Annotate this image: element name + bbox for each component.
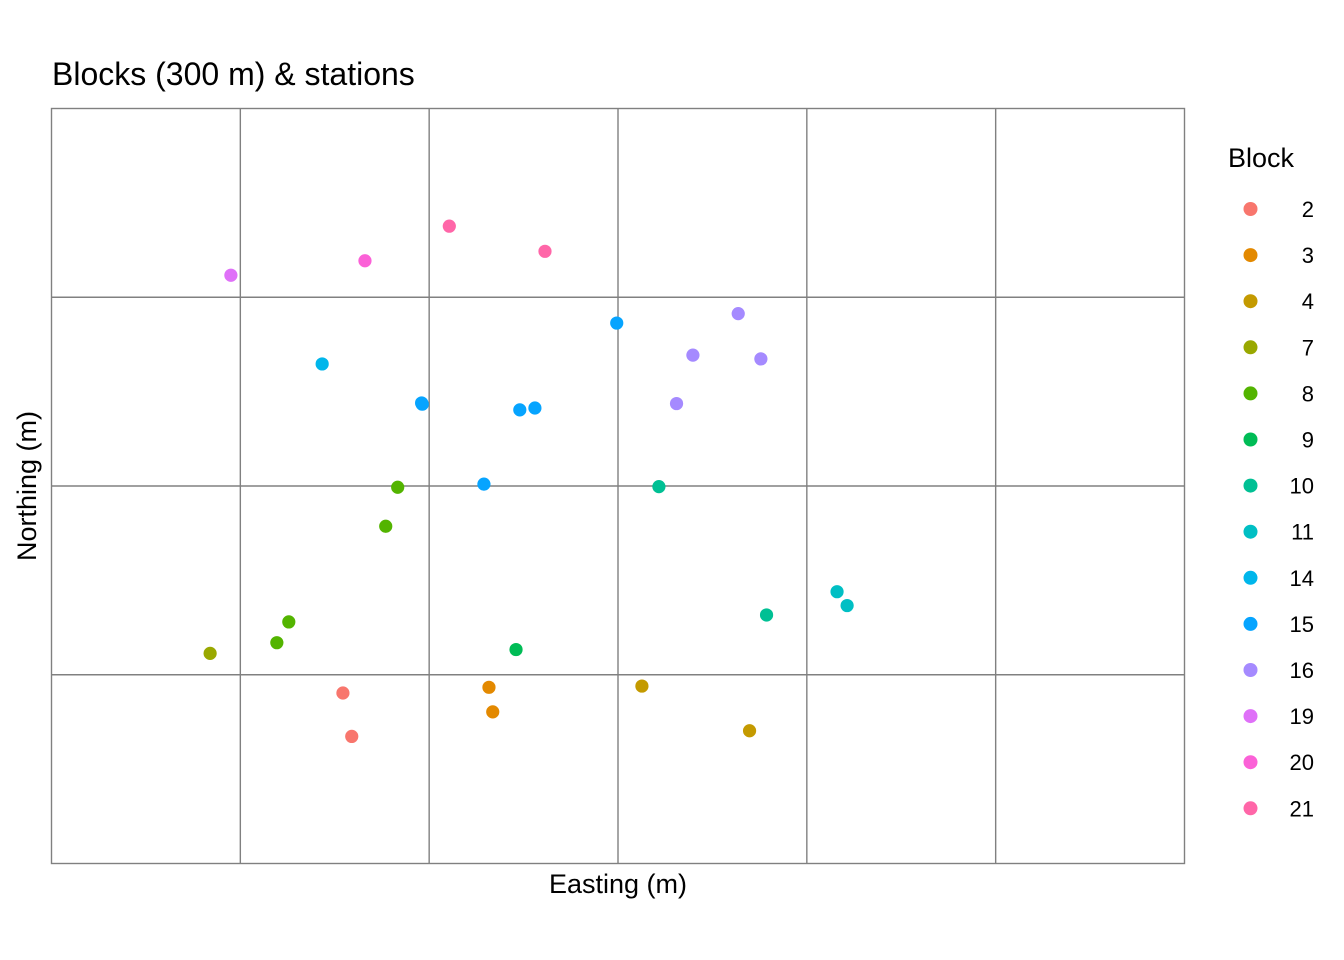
- chart-title: Blocks (300 m) & stations: [52, 56, 415, 92]
- legend-items: 2 3 4 7 8 9 10 11 14 15 16 19 20 21: [1243, 197, 1314, 821]
- point-block-15-3: [513, 403, 527, 417]
- point-block-15-6: [610, 316, 624, 330]
- legend-key-block-3: [1243, 248, 1258, 263]
- point-block-16-4: [731, 307, 745, 321]
- legend-key-block-21: [1243, 801, 1258, 816]
- legend-key-block-19: [1243, 709, 1258, 724]
- point-block-4-1: [635, 679, 649, 693]
- legend-key-block-14: [1243, 570, 1258, 585]
- panel-border: [50, 107, 1186, 865]
- legend-label-block-10: 10: [1290, 474, 1314, 499]
- point-block-4-2: [742, 724, 757, 738]
- point-block-15-5: [477, 477, 491, 491]
- legend-label-block-19: 19: [1290, 704, 1314, 729]
- legend-key-block-20: [1243, 755, 1258, 770]
- legend-label-block-16: 16: [1290, 658, 1314, 683]
- legend-key-block-9: [1243, 432, 1258, 447]
- point-block-2-2: [345, 729, 359, 744]
- legend-label-block-8: 8: [1302, 381, 1314, 406]
- legend-key-block-15: [1243, 616, 1258, 631]
- legend-label-block-7: 7: [1302, 335, 1314, 360]
- point-block-15-2: [415, 397, 429, 411]
- point-block-2-1: [336, 686, 350, 700]
- point-block-10-2: [759, 608, 774, 622]
- legend-label-block-20: 20: [1290, 750, 1314, 775]
- legend-key-block-7: [1243, 340, 1258, 355]
- grid-lines: [51, 108, 1185, 864]
- legend-label-block-14: 14: [1290, 566, 1314, 591]
- point-block-16-2: [754, 352, 768, 366]
- point-block-16-1: [686, 348, 700, 362]
- point-block-7-1: [203, 646, 217, 660]
- legend-label-block-11: 11: [1291, 520, 1314, 545]
- legend-title: Block: [1228, 143, 1295, 173]
- point-block-19-1: [224, 268, 238, 282]
- point-block-3-1: [482, 680, 496, 694]
- point-block-15-4: [528, 401, 542, 415]
- point-block-14-1: [315, 357, 329, 371]
- legend-key-block-4: [1243, 294, 1258, 309]
- data-points: [203, 219, 854, 744]
- legend-key-block-16: [1243, 663, 1258, 677]
- legend-key-block-8: [1243, 386, 1258, 401]
- plot-panel: [50, 107, 1186, 865]
- point-block-10-1: [652, 480, 666, 494]
- legend-key-block-2: [1243, 202, 1258, 216]
- point-block-21-1: [442, 219, 456, 233]
- legend-label-block-9: 9: [1302, 428, 1314, 453]
- point-block-21-2: [538, 244, 552, 258]
- point-block-8-3: [379, 519, 393, 533]
- legend: Block 2 3 4 7 8 9 10 11 14 15 16 19 20 21: [1228, 143, 1314, 821]
- x-axis-label: Easting (m): [549, 869, 687, 899]
- legend-label-block-4: 4: [1302, 289, 1314, 314]
- point-block-20-1: [358, 254, 372, 268]
- point-block-8-1: [282, 615, 296, 629]
- point-block-8-2: [270, 636, 284, 650]
- point-block-3-2: [486, 705, 500, 719]
- legend-key-block-11: [1243, 524, 1258, 539]
- legend-label-block-21: 21: [1290, 796, 1314, 821]
- legend-key-block-10: [1243, 478, 1258, 493]
- point-block-8-4: [391, 480, 405, 494]
- point-block-11-2: [840, 598, 854, 613]
- legend-label-block-2: 2: [1302, 197, 1314, 222]
- point-block-9-1: [509, 642, 523, 657]
- legend-label-block-3: 3: [1302, 243, 1314, 268]
- point-block-11-1: [830, 585, 844, 599]
- point-block-16-3: [669, 396, 684, 411]
- legend-label-block-15: 15: [1290, 612, 1314, 637]
- y-axis-label: Northing (m): [12, 411, 42, 561]
